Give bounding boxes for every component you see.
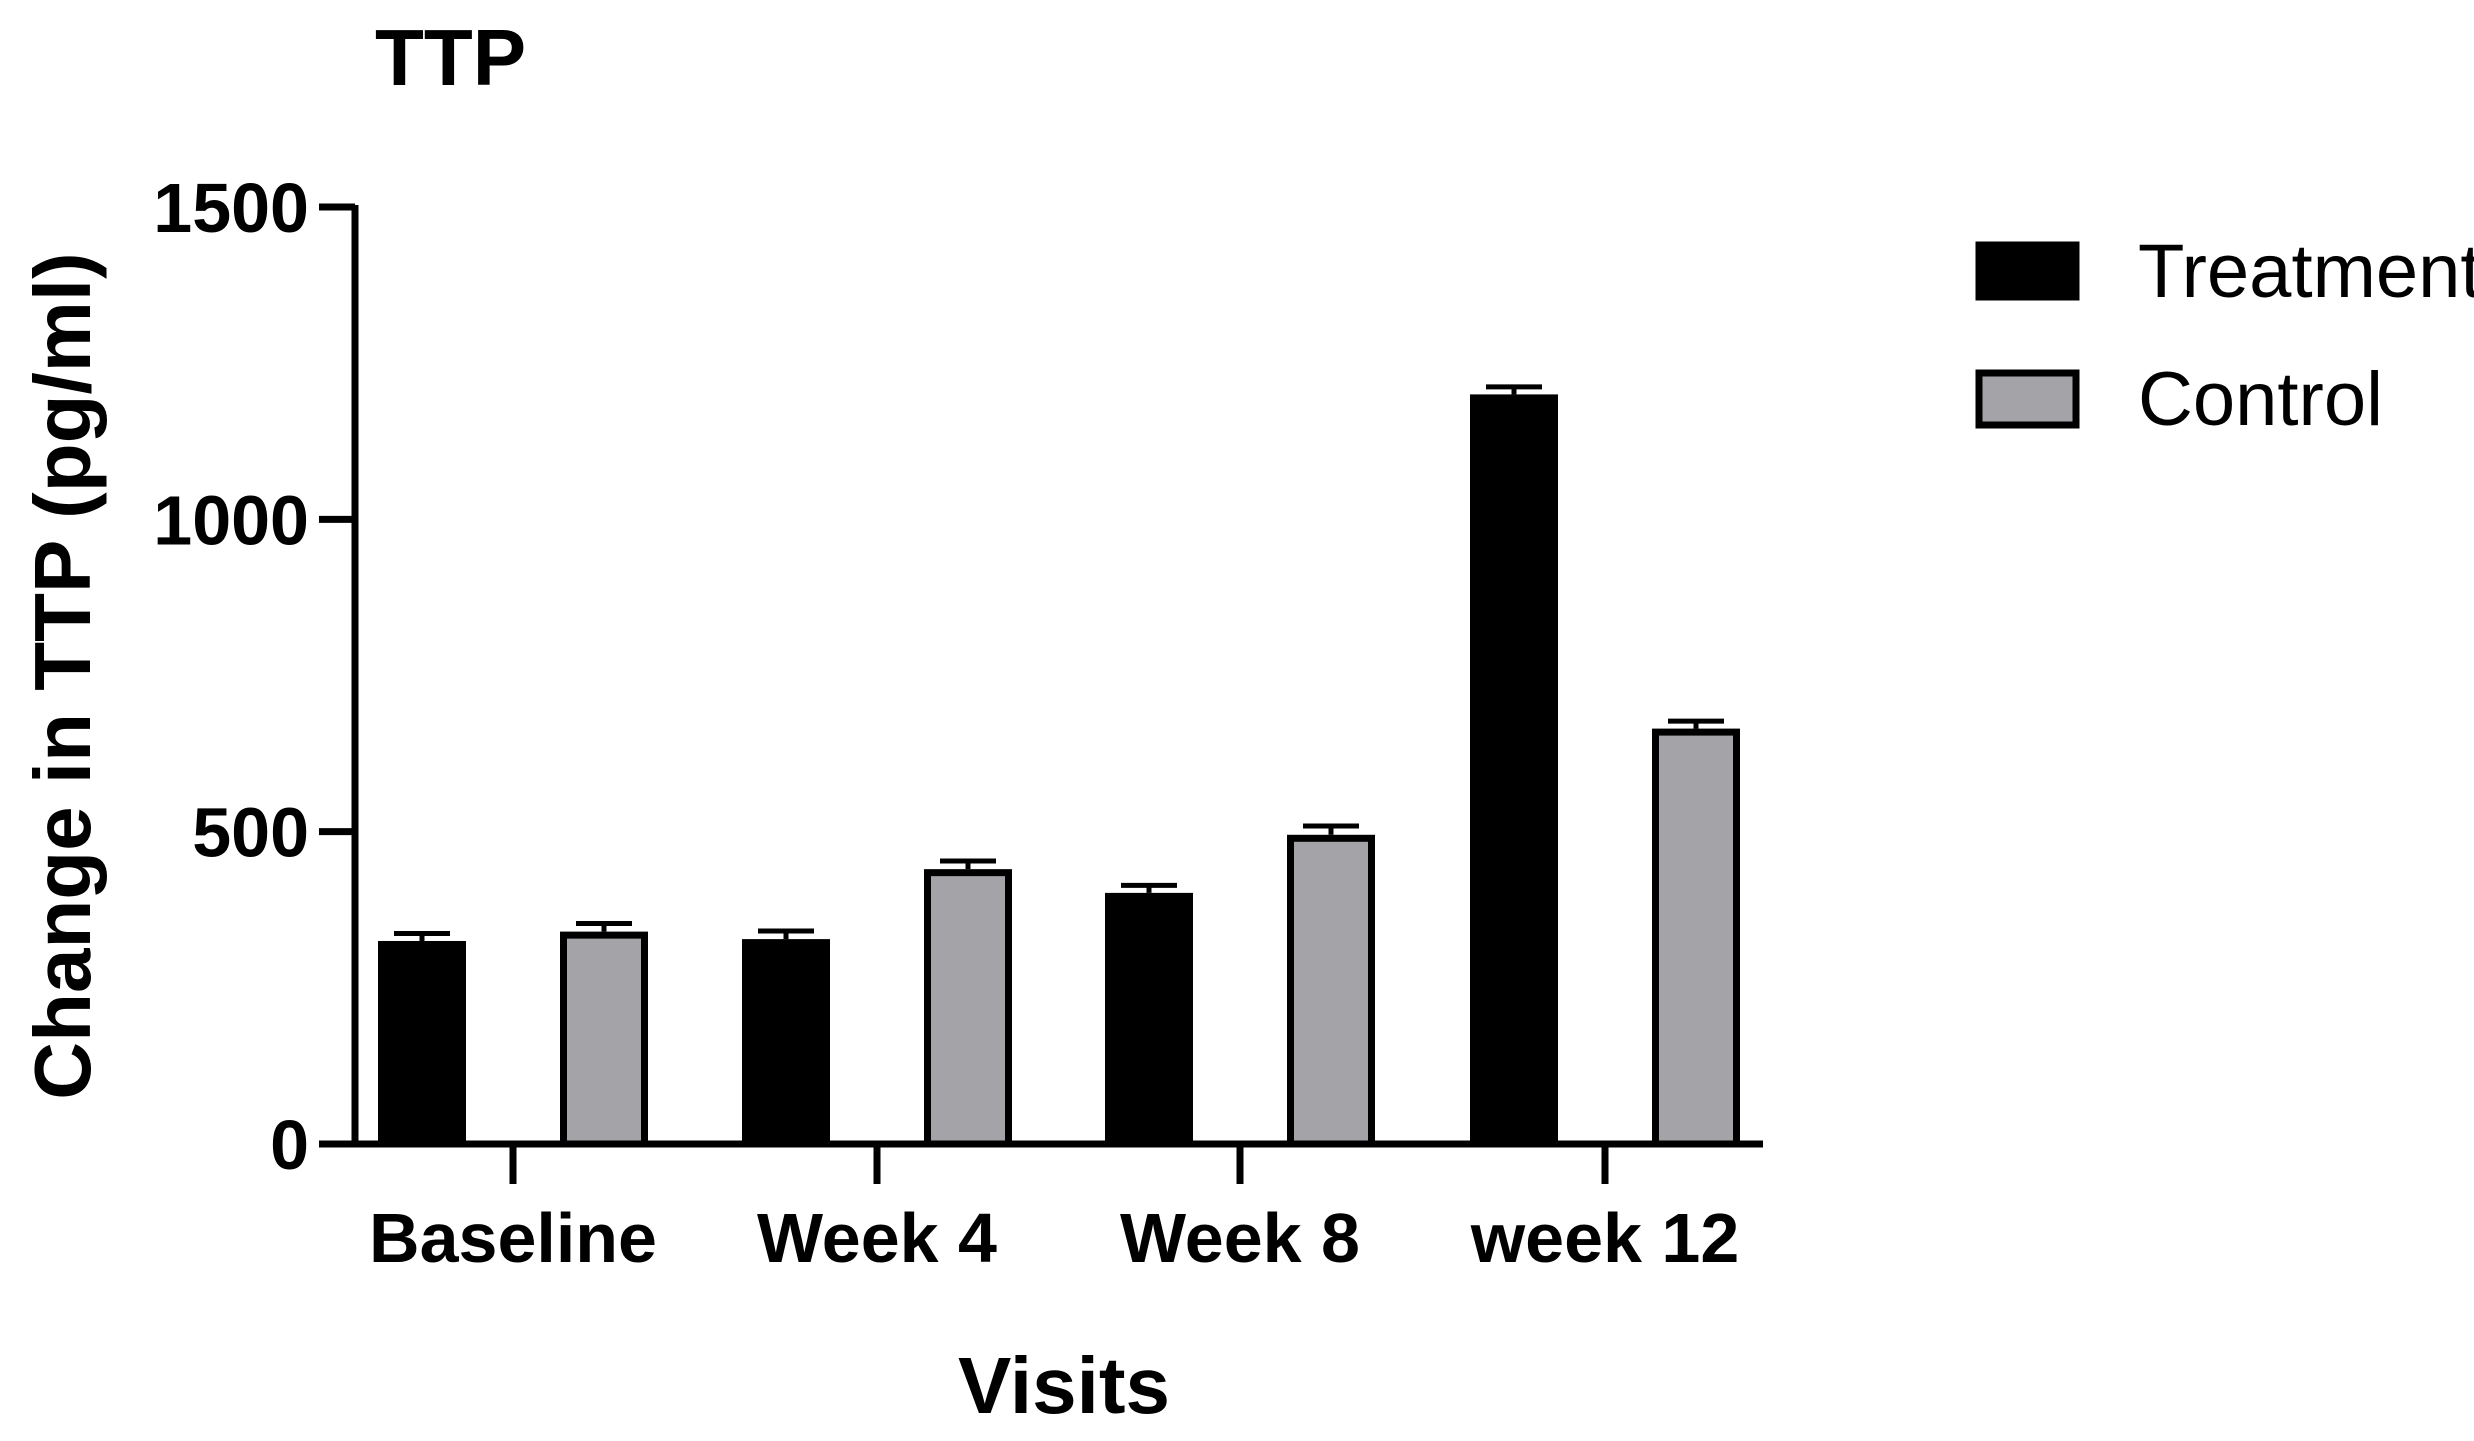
x-axis-label: Visits: [958, 1341, 1170, 1430]
y-tick-label: 500: [192, 794, 309, 872]
bar-control-1: [924, 869, 1012, 1148]
bars-group: [378, 384, 1740, 1148]
y-axis-label: Change in TTP (pg/ml): [18, 252, 107, 1099]
legend-swatch-control: [1975, 369, 2080, 429]
legend-label-treatment: Treatment: [2138, 229, 2474, 314]
y-tick-label: 0: [270, 1106, 309, 1184]
bar-treatment-1: [742, 939, 830, 1148]
x-tick-label: Baseline: [369, 1199, 657, 1277]
bar-treatment-3: [1470, 394, 1558, 1148]
legend-label-control: Control: [2138, 357, 2383, 442]
bar-treatment-2: [1105, 892, 1193, 1148]
axes: 0 500 1000 1500 Baseline Week 4 Week 8 week 12: [153, 169, 1763, 1277]
x-tick-label: week 12: [1470, 1199, 1740, 1277]
y-tick-label: 1500: [153, 169, 309, 247]
legend: Treatment Control: [1975, 229, 2474, 442]
legend-swatch-treatment: [1975, 241, 2080, 301]
bar-treatment-0: [378, 940, 466, 1148]
bar-control-0: [560, 931, 648, 1148]
x-tick-label: Week 8: [1120, 1199, 1360, 1277]
x-tick-label: Week 4: [757, 1199, 997, 1277]
bar-control-2: [1287, 834, 1375, 1148]
y-tick-label: 1000: [153, 481, 309, 559]
chart-title: TTP: [375, 13, 526, 102]
bar-control-3: [1652, 728, 1740, 1148]
